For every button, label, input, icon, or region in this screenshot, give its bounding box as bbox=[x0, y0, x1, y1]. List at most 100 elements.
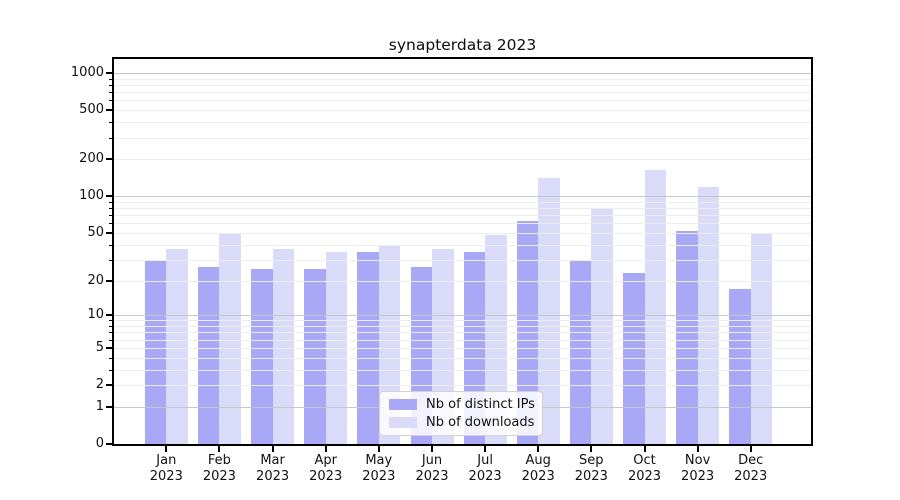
minor-gridline bbox=[114, 357, 811, 359]
x-tick-month: Mar bbox=[260, 453, 285, 468]
bar-nb-of-downloads-feb bbox=[219, 232, 241, 444]
major-gridline bbox=[114, 196, 811, 198]
y-minor-tick-mark bbox=[109, 326, 112, 327]
chart-title: synapterdata 2023 bbox=[388, 36, 537, 54]
y-tick-label: 2 bbox=[95, 377, 104, 392]
legend-label: Nb of downloads bbox=[426, 415, 535, 430]
y-tick-label: 1000 bbox=[70, 65, 104, 80]
x-tick-month: Dec bbox=[738, 453, 764, 468]
y-minor-tick-mark bbox=[109, 208, 112, 209]
x-tick-mark bbox=[431, 446, 433, 452]
legend-entry-nb-of-downloads: Nb of downloads bbox=[389, 415, 535, 430]
minor-gridline bbox=[114, 339, 811, 341]
y-minor-tick-mark bbox=[109, 320, 112, 322]
x-tick-month: Jul bbox=[477, 453, 493, 468]
minor-gridline bbox=[114, 320, 811, 322]
minor-gridline bbox=[114, 232, 811, 234]
y-tick-mark bbox=[106, 384, 112, 386]
minor-gridline bbox=[114, 201, 811, 203]
y-minor-tick-mark bbox=[109, 357, 112, 359]
x-tick-label-sep: Sep 2023 bbox=[559, 453, 623, 485]
minor-gridline bbox=[114, 137, 811, 139]
bar-nb-of-downloads-dec bbox=[750, 232, 773, 444]
x-tick-label-may: May 2023 bbox=[347, 453, 411, 485]
legend-swatch-nb-of-downloads bbox=[389, 417, 417, 428]
y-tick-label: 200 bbox=[79, 151, 104, 167]
y-tick-label: 5 bbox=[95, 339, 104, 355]
minor-gridline bbox=[114, 347, 811, 349]
y-tick-mark bbox=[106, 72, 112, 74]
y-minor-tick-mark bbox=[109, 369, 112, 371]
x-tick-month: Nov bbox=[684, 453, 711, 468]
y-minor-tick-mark bbox=[109, 215, 112, 217]
y-minor-tick-mark bbox=[109, 122, 112, 124]
x-tick-mark bbox=[590, 446, 593, 452]
bar-nb-of-distinct-ips-feb bbox=[197, 267, 220, 444]
y-tick-label: 50 bbox=[87, 224, 104, 240]
x-tick-label-aug: Aug 2023 bbox=[506, 453, 570, 485]
bar-nb-of-downloads-mar bbox=[272, 248, 295, 444]
y-tick-mark bbox=[106, 109, 112, 112]
bar-nb-of-distinct-ips-oct bbox=[623, 273, 645, 444]
minor-gridline bbox=[114, 92, 811, 94]
y-minor-tick-mark bbox=[109, 85, 112, 86]
y-minor-tick-mark bbox=[109, 78, 112, 80]
minor-gridline bbox=[114, 369, 811, 371]
x-tick-year: 2023 bbox=[627, 469, 662, 484]
bar-nb-of-downloads-oct bbox=[644, 169, 666, 444]
x-tick-year: 2023 bbox=[202, 469, 236, 484]
y-minor-tick-mark bbox=[109, 339, 112, 341]
x-tick-year: 2023 bbox=[362, 469, 396, 484]
x-tick-label-jan: Jan 2023 bbox=[134, 453, 198, 485]
x-tick-month: Jun bbox=[421, 453, 443, 468]
y-tick-label: 500 bbox=[79, 102, 104, 118]
bar-nb-of-distinct-ips-apr bbox=[304, 269, 326, 444]
y-minor-tick-mark bbox=[109, 223, 112, 225]
x-tick-mark bbox=[749, 446, 752, 452]
minor-gridline bbox=[114, 110, 811, 112]
x-tick-month: Feb bbox=[207, 453, 231, 468]
minor-gridline bbox=[114, 385, 811, 386]
bar-nb-of-distinct-ips-dec bbox=[729, 288, 751, 444]
bar-nb-of-downloads-jan bbox=[166, 248, 188, 444]
x-tick-label-oct: Oct 2023 bbox=[613, 453, 677, 485]
x-tick-label-jun: Jun 2023 bbox=[400, 453, 464, 485]
x-tick-month: May bbox=[365, 453, 393, 468]
bar-nb-of-distinct-ips-mar bbox=[251, 269, 273, 444]
minor-gridline bbox=[114, 78, 811, 80]
x-tick-label-nov: Nov 2023 bbox=[666, 453, 730, 485]
minor-gridline bbox=[114, 280, 811, 282]
y-minor-tick-mark bbox=[109, 137, 112, 139]
y-minor-tick-mark bbox=[109, 332, 112, 334]
x-tick-mark bbox=[696, 446, 699, 452]
x-tick-year: 2023 bbox=[256, 469, 290, 484]
major-gridline bbox=[114, 315, 811, 317]
y-tick-mark bbox=[106, 314, 112, 317]
y-tick-mark bbox=[106, 279, 112, 282]
minor-gridline bbox=[114, 215, 811, 217]
minor-gridline bbox=[114, 208, 811, 209]
y-tick-mark bbox=[106, 231, 112, 234]
y-tick-label: 20 bbox=[87, 272, 104, 288]
x-tick-mark bbox=[537, 446, 540, 452]
minor-gridline bbox=[114, 259, 811, 261]
x-tick-year: 2023 bbox=[309, 469, 343, 484]
y-tick-label: 10 bbox=[87, 307, 104, 323]
x-tick-mark bbox=[271, 446, 274, 452]
minor-gridline bbox=[114, 244, 811, 246]
minor-gridline bbox=[114, 326, 811, 327]
bar-nb-of-distinct-ips-sep bbox=[569, 259, 592, 444]
legend-swatch-nb-of-distinct-ips bbox=[389, 399, 417, 410]
bar-nb-of-downloads-aug bbox=[538, 177, 560, 444]
bar-nb-of-distinct-ips-nov bbox=[676, 230, 698, 444]
y-tick-mark bbox=[106, 443, 112, 445]
y-minor-tick-mark bbox=[109, 201, 112, 203]
x-tick-mark bbox=[377, 446, 380, 452]
x-tick-year: 2023 bbox=[734, 469, 768, 484]
x-tick-mark bbox=[324, 446, 327, 452]
minor-gridline bbox=[114, 332, 811, 334]
bar-nb-of-distinct-ips-may bbox=[357, 251, 379, 444]
y-minor-tick-mark bbox=[109, 244, 112, 246]
x-tick-year: 2023 bbox=[415, 469, 449, 484]
